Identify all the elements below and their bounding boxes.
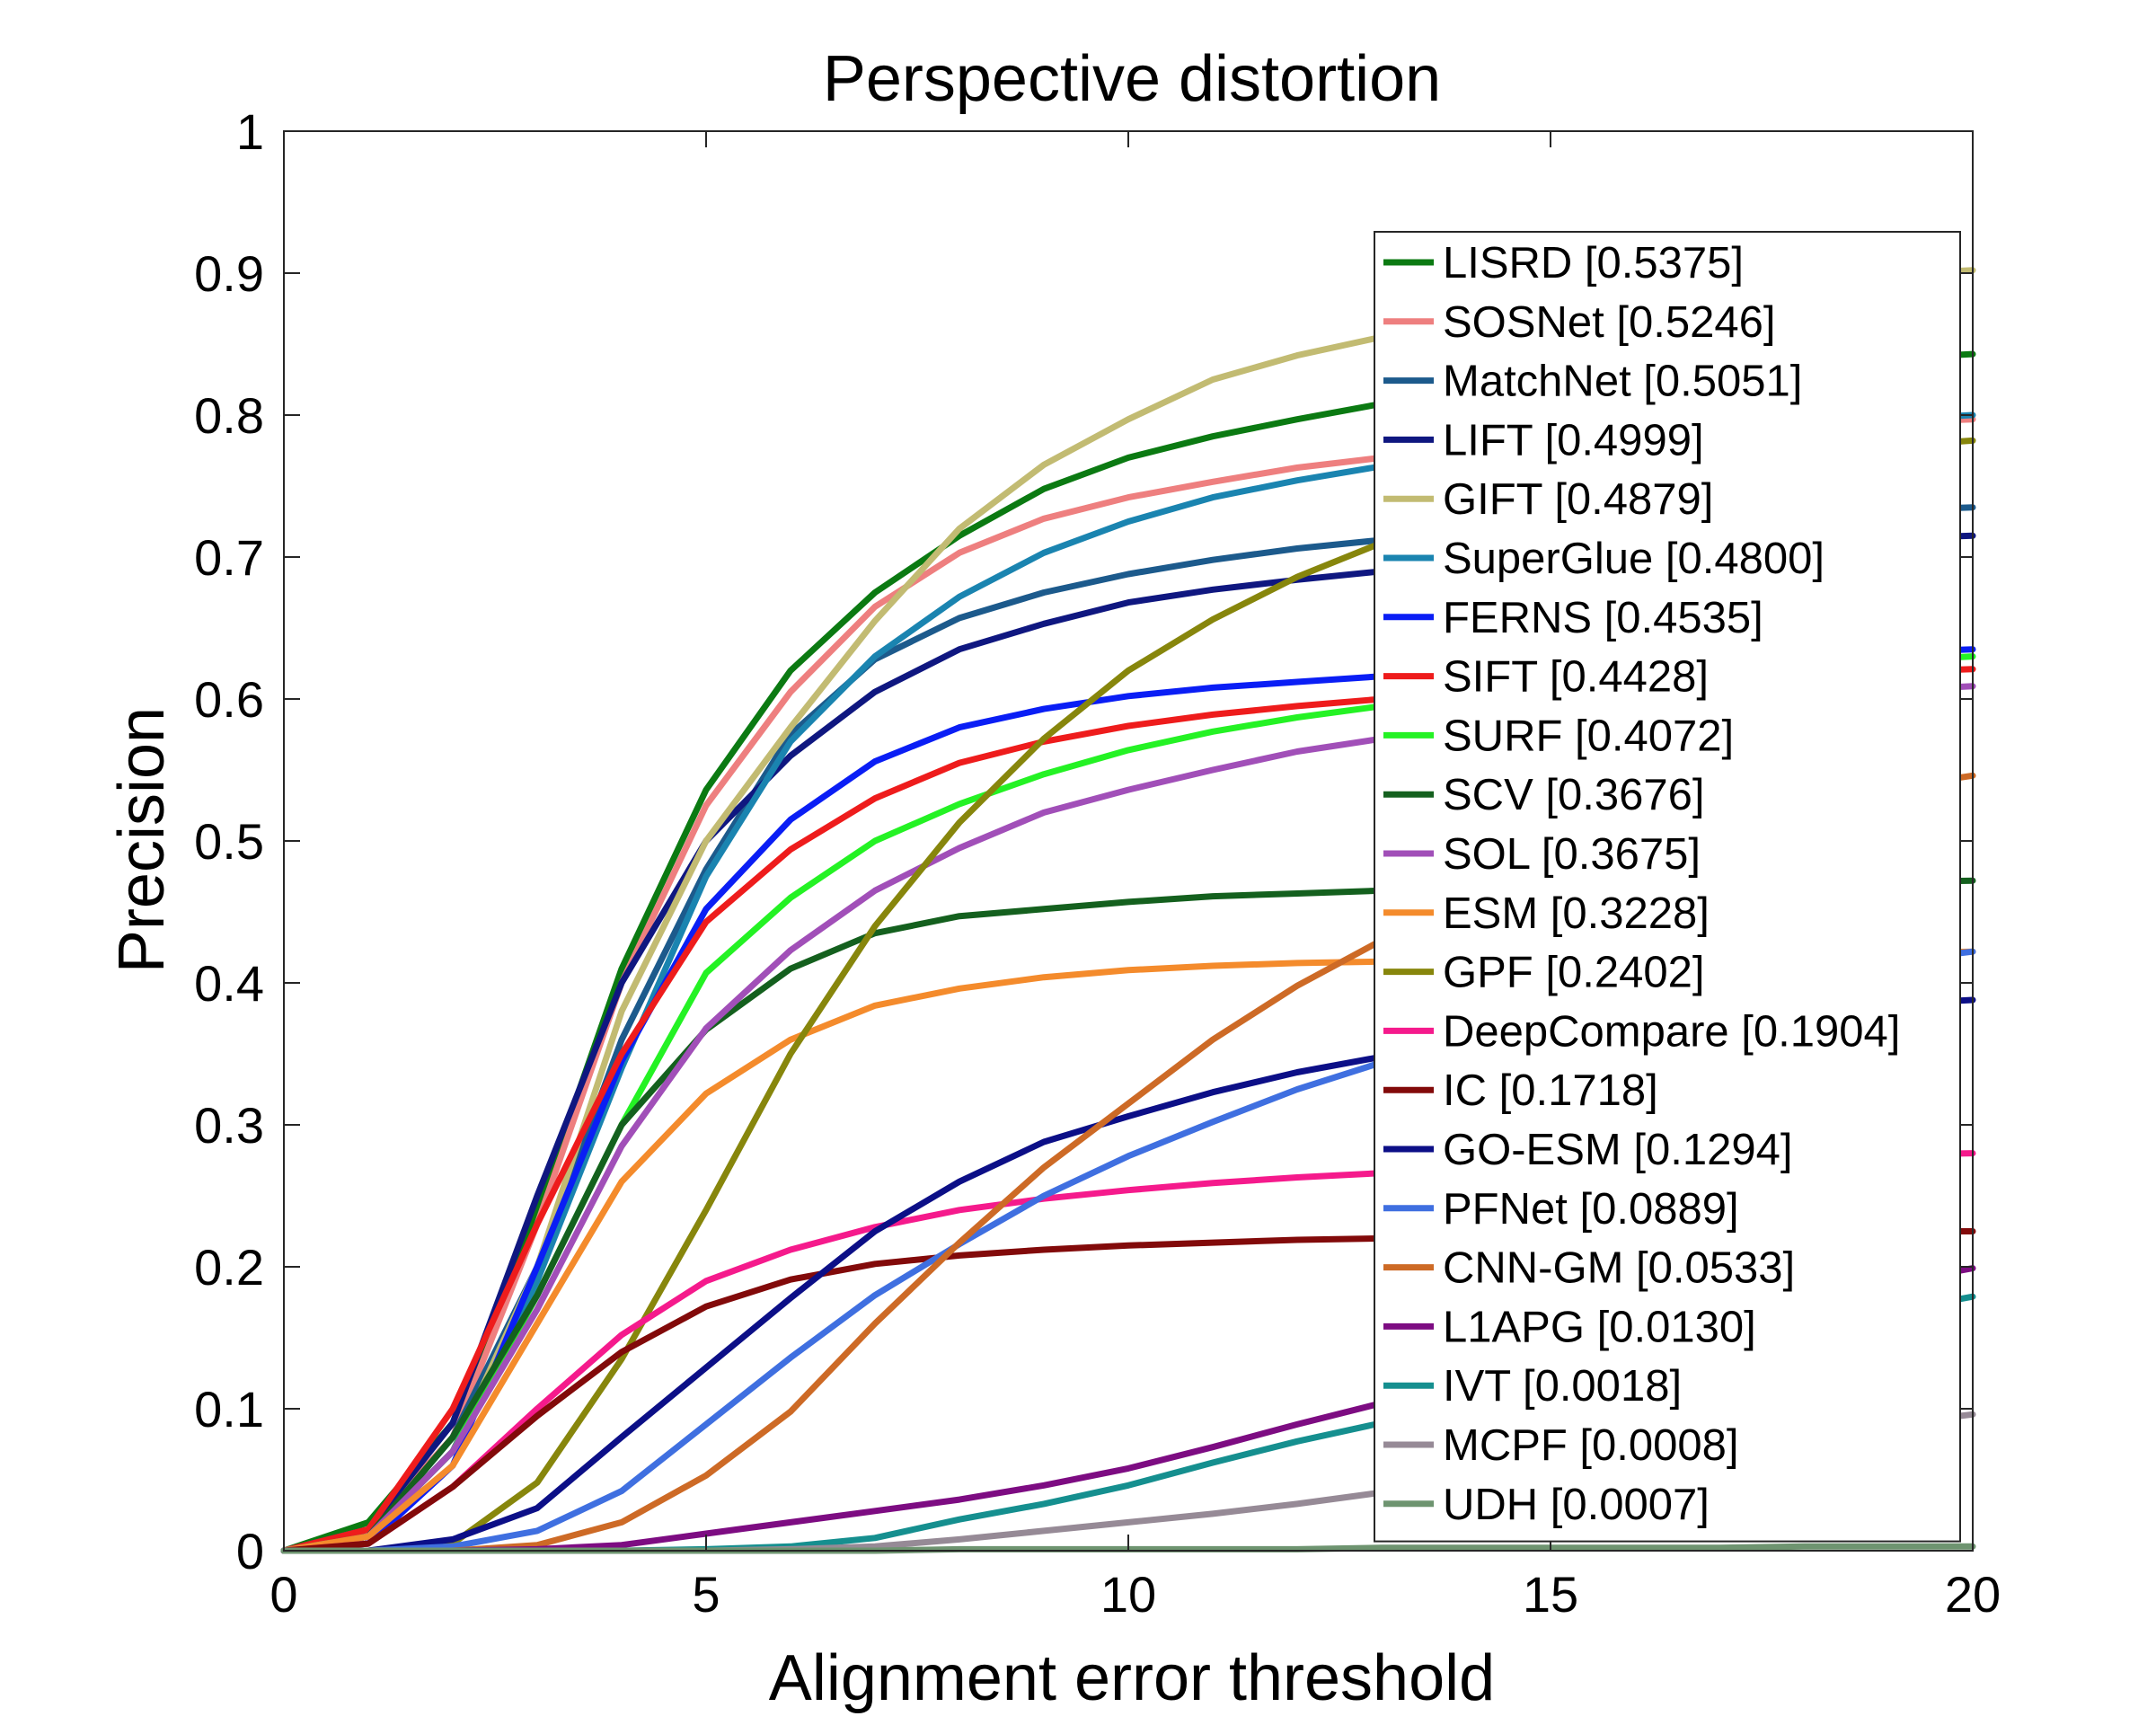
y-tick-label: 0.3	[194, 1097, 264, 1154]
x-tick-label: 10	[1100, 1566, 1156, 1623]
legend-label-3: LIFT [0.4999]	[1443, 416, 1704, 464]
y-tick-label: 0.6	[194, 671, 264, 728]
chart-title: Perspective distortion	[823, 43, 1441, 115]
y-tick-label: 0.7	[194, 529, 264, 586]
y-tick-label: 0.1	[194, 1381, 264, 1438]
legend-label-7: SIFT [0.4428]	[1443, 653, 1709, 702]
y-tick-label: 0	[236, 1523, 264, 1579]
legend-label-21: UDH [0.0007]	[1443, 1481, 1710, 1529]
legend-label-12: GPF [0.2402]	[1443, 949, 1704, 997]
y-tick-label: 1	[236, 103, 264, 160]
y-tick-label: 0.8	[194, 387, 264, 444]
legend-label-0: LISRD [0.5375]	[1443, 239, 1744, 288]
legend-label-15: GO-ESM [0.1294]	[1443, 1126, 1792, 1174]
legend-label-14: IC [0.1718]	[1443, 1066, 1658, 1115]
legend-label-17: CNN-GM [0.0533]	[1443, 1244, 1795, 1293]
legend-label-19: IVT [0.0018]	[1443, 1362, 1682, 1411]
legend-label-20: MCPF [0.0008]	[1443, 1421, 1739, 1470]
y-tick-label: 0.9	[194, 245, 264, 302]
x-tick-label: 5	[692, 1566, 720, 1623]
x-tick-label: 20	[1945, 1566, 2001, 1623]
y-tick-label: 0.4	[194, 955, 264, 1012]
legend-label-4: GIFT [0.4879]	[1443, 475, 1713, 524]
x-axis-label: Alignment error threshold	[769, 1642, 1495, 1714]
legend: LISRD [0.5375] SOSNet [0.5246] MatchNet [0…	[1374, 231, 1961, 1543]
legend-label-13: DeepCompare [0.1904]	[1443, 1007, 1900, 1056]
axis-ticks: 0 5 10 15 20 0 0.1 0.2 0.3 0.4 0.5 0.6 0.7 0.8 0.9 1	[194, 103, 2001, 1623]
y-axis-label: Precision	[106, 707, 178, 973]
x-tick-label: 15	[1523, 1566, 1578, 1623]
legend-label-1: SOSNet [0.5246]	[1443, 298, 1775, 347]
legend-label-6: FERNS [0.4535]	[1443, 594, 1763, 642]
legend-label-5: SuperGlue [0.4800]	[1443, 535, 1825, 583]
y-tick-label: 0.5	[194, 813, 264, 870]
legend-box	[1374, 231, 1961, 1543]
legend-label-10: SOL [0.3675]	[1443, 830, 1701, 879]
legend-label-18: L1APG [0.0130]	[1443, 1303, 1756, 1351]
y-tick-label: 0.2	[194, 1239, 264, 1296]
legend-label-8: SURF [0.4072]	[1443, 712, 1734, 760]
legend-label-16: PFNet [0.0889]	[1443, 1185, 1739, 1234]
legend-label-9: SCV [0.3676]	[1443, 771, 1704, 819]
x-tick-label: 0	[270, 1566, 297, 1623]
legend-label-2: MatchNet [0.5051]	[1443, 358, 1802, 406]
legend-label-11: ESM [0.3228]	[1443, 889, 1710, 938]
